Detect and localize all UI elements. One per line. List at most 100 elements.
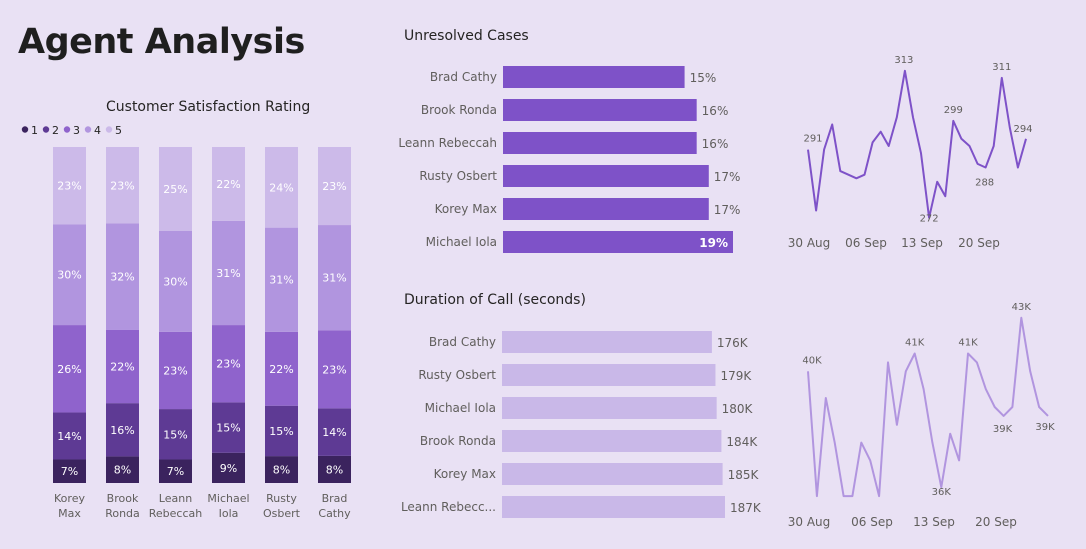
satisfaction-bar-segment bbox=[212, 402, 245, 453]
satisfaction-bar-segment bbox=[106, 456, 139, 483]
satisfaction-data-label: 23% bbox=[322, 363, 346, 376]
satisfaction-bar-segment bbox=[212, 147, 245, 221]
legend-dot-1 bbox=[21, 126, 29, 133]
satisfaction-data-label: 30% bbox=[163, 275, 187, 288]
satisfaction-bar-segment bbox=[53, 325, 86, 413]
satisfaction-category-label: Rusty bbox=[266, 492, 297, 505]
satisfaction-bar-segment bbox=[265, 227, 298, 332]
duration_trend-point-label: 40K bbox=[802, 355, 822, 366]
satisfaction-bar-segment bbox=[53, 412, 86, 460]
duration-data-label: 180K bbox=[722, 402, 754, 416]
satisfaction-bar-segment bbox=[212, 325, 245, 403]
unresolved-bar bbox=[503, 198, 709, 220]
satisfaction-bar-segment bbox=[318, 408, 351, 456]
duration-category-label: Brook Ronda bbox=[420, 434, 496, 448]
legend-label-1: 1 bbox=[31, 124, 38, 137]
unresolved_trend-point-label: 291 bbox=[803, 134, 822, 145]
duration-bar bbox=[502, 430, 722, 452]
duration-data-label: 184K bbox=[726, 435, 758, 449]
satisfaction-data-label: 7% bbox=[167, 465, 184, 478]
satisfaction-category-label: Max bbox=[58, 507, 81, 520]
duration-bar bbox=[502, 397, 717, 419]
satisfaction-data-label: 26% bbox=[57, 363, 81, 376]
legend-dot-2 bbox=[42, 126, 50, 133]
page-title: Agent Analysis bbox=[18, 22, 305, 62]
satisfaction-bar-segment bbox=[53, 224, 86, 326]
duration_trend-point-label: 41K bbox=[905, 337, 925, 348]
unresolved-category-label: Korey Max bbox=[435, 202, 497, 216]
duration_trend-x-tick: 30 Aug bbox=[788, 515, 831, 529]
duration_trend-point-label: 39K bbox=[993, 424, 1013, 435]
unresolved-data-label: 16% bbox=[702, 137, 729, 151]
satisfaction-bar-segment bbox=[212, 452, 245, 483]
satisfaction-data-label: 23% bbox=[57, 180, 81, 193]
satisfaction-data-label: 31% bbox=[216, 267, 240, 280]
legend-dot-4 bbox=[84, 126, 92, 133]
duration-data-label: 185K bbox=[728, 468, 760, 482]
unresolved-bar bbox=[503, 231, 733, 253]
satisfaction-data-label: 8% bbox=[273, 464, 290, 477]
satisfaction-bar-segment bbox=[159, 231, 192, 332]
satisfaction-category-label: Brook bbox=[107, 492, 139, 505]
unresolved-data-label: 15% bbox=[690, 71, 717, 85]
satisfaction-bar-segment bbox=[318, 455, 351, 483]
satisfaction-data-label: 9% bbox=[220, 462, 237, 475]
duration_trend-x-tick: 13 Sep bbox=[913, 515, 955, 529]
satisfaction-bar-segment bbox=[106, 329, 139, 404]
duration-bar bbox=[502, 331, 712, 353]
satisfaction-bar-segment bbox=[159, 459, 192, 483]
unresolved-bar bbox=[503, 132, 697, 154]
unresolved-category-label: Rusty Osbert bbox=[419, 169, 497, 183]
unresolved_trend-x-tick: 13 Sep bbox=[901, 236, 943, 250]
satisfaction-data-label: 32% bbox=[110, 271, 134, 284]
satisfaction-bar-segment bbox=[265, 331, 298, 406]
duration-bar bbox=[502, 364, 716, 386]
duration_trend-point-label: 36K bbox=[932, 487, 952, 498]
duration-bar bbox=[502, 496, 725, 518]
unresolved-category-label: Michael Iola bbox=[426, 235, 497, 249]
satisfaction-chart-title: Customer Satisfaction Rating bbox=[106, 99, 311, 115]
legend-label-2: 2 bbox=[52, 124, 59, 137]
duration-category-label: Rusty Osbert bbox=[418, 368, 496, 382]
satisfaction-bar-segment bbox=[53, 147, 86, 225]
duration_trend-x-tick: 06 Sep bbox=[851, 515, 893, 529]
duration_trend-point-label: 41K bbox=[958, 337, 978, 348]
unresolved_trend-point-label: 313 bbox=[894, 55, 913, 66]
satisfaction-bar-segment bbox=[106, 403, 139, 457]
satisfaction-data-label: 14% bbox=[57, 430, 81, 443]
duration-category-label: Korey Max bbox=[434, 467, 496, 481]
duration_trend-point-label: 39K bbox=[1035, 422, 1055, 433]
unresolved-category-label: Brad Cathy bbox=[430, 70, 497, 84]
satisfaction-category-label: Rebeccah bbox=[149, 507, 203, 520]
satisfaction-data-label: 24% bbox=[269, 181, 293, 194]
satisfaction-bar-segment bbox=[318, 225, 351, 331]
satisfaction-data-label: 31% bbox=[269, 274, 293, 287]
unresolved_trend-point-label: 288 bbox=[975, 178, 994, 189]
duration-bar bbox=[502, 463, 723, 485]
satisfaction-category-label: Leann bbox=[159, 492, 192, 505]
satisfaction-data-label: 15% bbox=[216, 422, 240, 435]
satisfaction-bar-segment bbox=[159, 147, 192, 231]
satisfaction-category-label: Korey bbox=[54, 492, 85, 505]
satisfaction-data-label: 22% bbox=[216, 178, 240, 191]
duration-data-label: 176K bbox=[717, 336, 749, 350]
satisfaction-bar-segment bbox=[318, 330, 351, 409]
unresolved-chart-title: Unresolved Cases bbox=[404, 28, 529, 44]
unresolved_trend-x-tick: 06 Sep bbox=[845, 236, 887, 250]
unresolved_trend-x-tick: 30 Aug bbox=[788, 236, 831, 250]
unresolved-data-label: 17% bbox=[714, 203, 741, 217]
satisfaction-data-label: 16% bbox=[110, 424, 134, 437]
unresolved-bar bbox=[503, 165, 709, 187]
legend-dot-5 bbox=[105, 126, 113, 133]
unresolved_trend-point-label: 311 bbox=[992, 62, 1011, 73]
satisfaction-bar-segment bbox=[106, 223, 139, 330]
duration-category-label: Michael Iola bbox=[425, 401, 496, 415]
satisfaction-data-label: 23% bbox=[110, 179, 134, 192]
duration_trend-x-tick: 20 Sep bbox=[975, 515, 1017, 529]
satisfaction-data-label: 31% bbox=[322, 272, 346, 285]
duration-category-label: Leann Rebecc... bbox=[401, 500, 496, 514]
unresolved_trend-point-label: 299 bbox=[944, 105, 963, 116]
duration-data-label: 187K bbox=[730, 501, 762, 515]
satisfaction-category-label: Cathy bbox=[318, 507, 351, 520]
